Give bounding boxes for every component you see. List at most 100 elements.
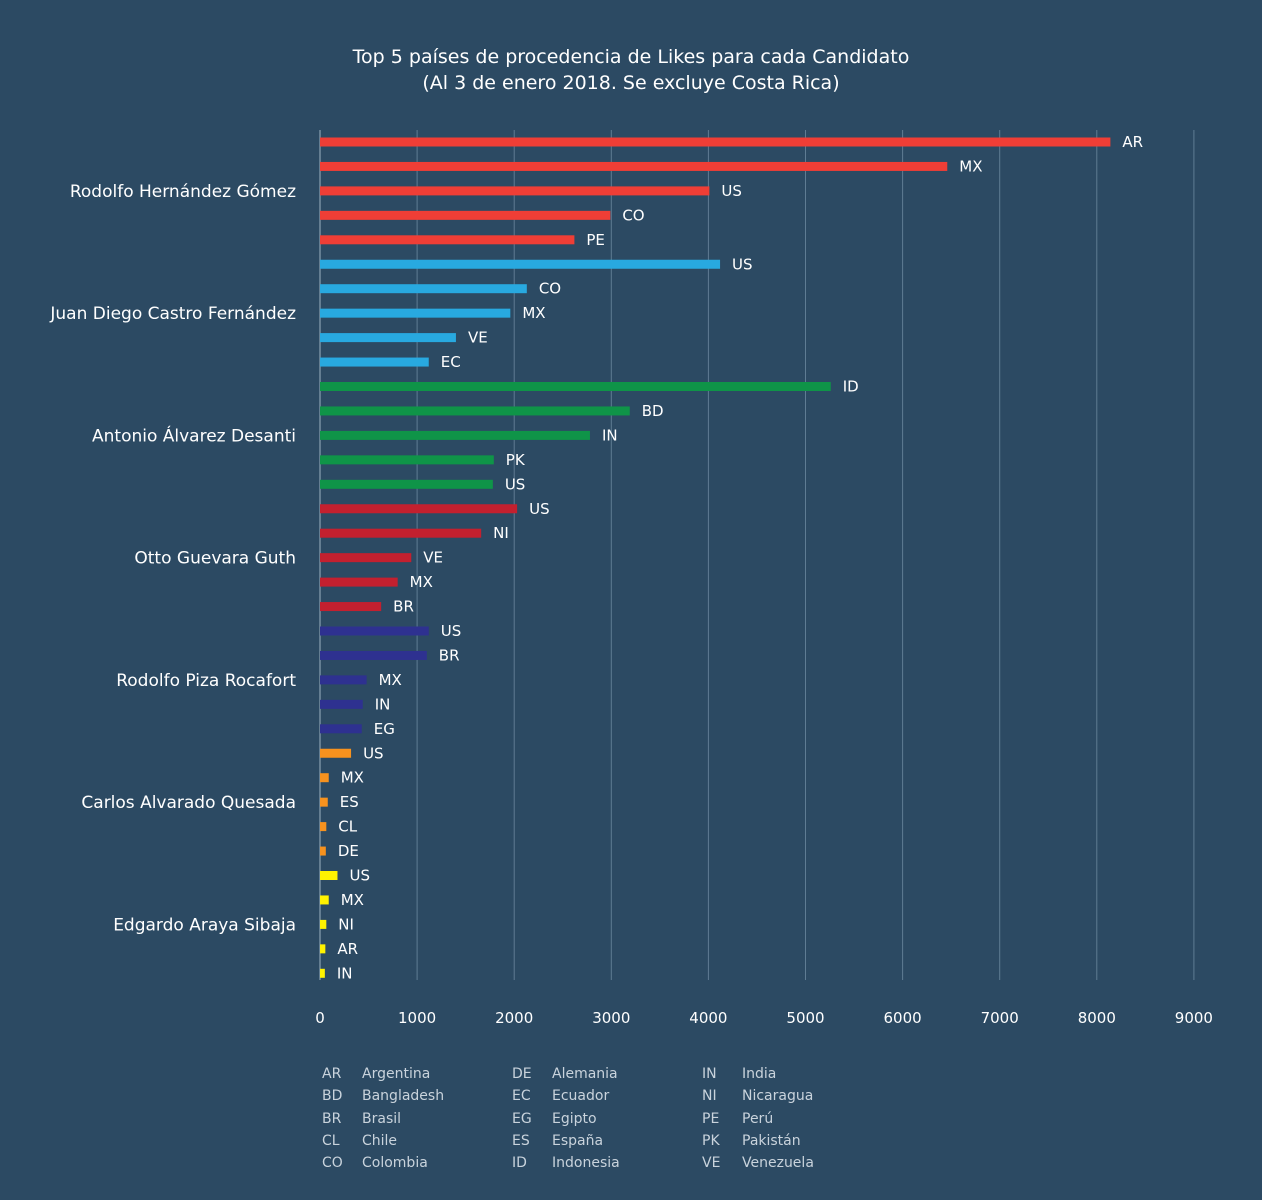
- bar-3-id: [320, 382, 831, 391]
- x-tick-label-5000: 5000: [786, 1009, 824, 1027]
- legend-country: Brasil: [362, 1110, 402, 1127]
- legend-item-pk: PK Pakistán: [702, 1133, 892, 1155]
- bar-label-4-br: BR: [393, 598, 414, 616]
- legend-country: India: [742, 1066, 777, 1082]
- chart-title: Top 5 países de procedencia de Likes par…: [352, 46, 910, 68]
- bar-6-cl: [320, 822, 327, 832]
- x-tick-label-2000: 2000: [495, 1009, 533, 1027]
- bar-label-5-eg: EG: [374, 720, 395, 738]
- bar-5-mx: [320, 675, 367, 685]
- legend-country: Ecuador: [552, 1088, 610, 1105]
- legend-code: PE: [702, 1110, 720, 1127]
- bar-6-es: [320, 797, 328, 807]
- legend-code: DE: [512, 1066, 532, 1082]
- legend-item-br: BR Brasil: [322, 1111, 512, 1133]
- legend-code: VE: [702, 1155, 721, 1172]
- bar-2-co: [320, 284, 527, 294]
- legend-code: BD: [322, 1088, 343, 1105]
- legend-item-ni: NI Nicaragua: [702, 1088, 892, 1110]
- bar-1-co: [320, 210, 611, 220]
- bar-label-3-bd: BD: [642, 402, 664, 420]
- bar-label-3-pk: PK: [506, 451, 526, 469]
- bar-2-ec: [320, 357, 429, 367]
- legend-item-de: DE Alemania: [512, 1066, 702, 1088]
- legend-column-1: AR Argentina BD Bangladesh BR Brasil CL Chile CO…: [322, 1066, 512, 1177]
- legend-code: EG: [512, 1110, 532, 1127]
- x-tick-label-7000: 7000: [981, 1009, 1019, 1027]
- chart-subtitle: (Al 3 de enero 2018. Se excluye Costa Ri…: [422, 72, 840, 94]
- bar-2-ve: [320, 333, 456, 343]
- bar-label-5-br: BR: [439, 646, 460, 664]
- bar-1-mx: [320, 161, 948, 171]
- bar-label-5-us: US: [441, 622, 462, 640]
- x-tick-label-8000: 8000: [1078, 1009, 1116, 1027]
- legend-code: ID: [512, 1155, 527, 1172]
- bar-3-bd: [320, 406, 630, 416]
- bar-label-7-ni: NI: [338, 915, 354, 933]
- legend-country: Argentina: [362, 1066, 431, 1082]
- bar-label-1-mx: MX: [959, 157, 982, 175]
- category-label-7: Edgardo Araya Sibaja: [113, 915, 296, 935]
- bar-5-br: [320, 650, 427, 660]
- legend-item-ar: AR Argentina: [322, 1066, 512, 1088]
- bar-label-1-pe: PE: [586, 231, 605, 249]
- legend-item-es: ES España: [512, 1133, 702, 1155]
- bar-7-in: [320, 968, 325, 978]
- category-label-2: Juan Diego Castro Fernández: [49, 304, 296, 324]
- x-tick-label-1000: 1000: [398, 1009, 436, 1027]
- legend-item-co: CO Colombia: [322, 1155, 512, 1177]
- x-tick-label-6000: 6000: [884, 1009, 922, 1027]
- legend-code: CL: [322, 1132, 340, 1149]
- bar-5-in: [320, 699, 363, 709]
- category-label-1: Rodolfo Hernández Gómez: [70, 182, 296, 202]
- legend-country: Perú: [742, 1110, 774, 1127]
- bar-7-mx: [320, 895, 329, 905]
- bar-6-mx: [320, 773, 329, 783]
- bar-3-pk: [320, 455, 494, 465]
- bar-label-4-us: US: [529, 500, 550, 518]
- legend-country: Venezuela: [742, 1155, 814, 1172]
- bar-3-in: [320, 430, 590, 440]
- category-label-5: Rodolfo Piza Rocafort: [116, 671, 296, 691]
- bar-4-mx: [320, 577, 398, 587]
- bar-label-7-in: IN: [337, 964, 353, 982]
- bar-7-ni: [320, 919, 327, 929]
- legend-item-id: ID Indonesia: [512, 1155, 702, 1177]
- legend-country: Egipto: [552, 1110, 597, 1127]
- legend-item-bd: BD Bangladesh: [322, 1088, 512, 1110]
- bar-1-ar: [320, 137, 1111, 147]
- bar-label-7-ar: AR: [337, 940, 358, 958]
- bar-label-2-co: CO: [539, 280, 561, 298]
- bar-label-6-mx: MX: [341, 769, 364, 787]
- legend-item-pe: PE Perú: [702, 1111, 892, 1133]
- category-label-4: Otto Guevara Guth: [134, 549, 296, 569]
- bar-2-us: [320, 259, 721, 269]
- bar-label-2-ve: VE: [468, 329, 488, 347]
- legend-code: EC: [512, 1088, 531, 1105]
- x-tick-label-0: 0: [315, 1009, 325, 1027]
- category-label-3: Antonio Álvarez Desanti: [92, 424, 296, 446]
- bar-label-6-us: US: [363, 744, 384, 762]
- bar-1-us: [320, 186, 710, 196]
- bar-5-eg: [320, 724, 362, 734]
- legend-code: NI: [702, 1088, 717, 1105]
- legend-column-2: DE Alemania EC Ecuador EG Egipto ES España ID Ind…: [512, 1066, 702, 1177]
- bar-label-7-us: US: [349, 867, 370, 885]
- legend-country: Pakistán: [742, 1132, 801, 1149]
- legend-country: Colombia: [362, 1155, 428, 1172]
- bar-2-mx: [320, 308, 511, 318]
- bar-label-4-ve: VE: [423, 549, 443, 567]
- bar-label-1-us: US: [721, 182, 742, 200]
- bar-7-us: [320, 871, 338, 880]
- bar-label-6-cl: CL: [338, 818, 357, 836]
- bar-label-2-ec: EC: [441, 353, 461, 371]
- legend-column-3: IN India NI Nicaragua PE Perú PK Pakistán VE Vene…: [702, 1066, 892, 1177]
- bar-label-6-es: ES: [340, 793, 359, 811]
- legend-code: ES: [512, 1132, 530, 1149]
- bar-label-2-us: US: [732, 255, 753, 273]
- bar-label-7-mx: MX: [341, 891, 364, 909]
- bar-4-ve: [320, 553, 412, 563]
- legend-item-ve: VE Venezuela: [702, 1155, 892, 1177]
- bar-1-pe: [320, 235, 575, 245]
